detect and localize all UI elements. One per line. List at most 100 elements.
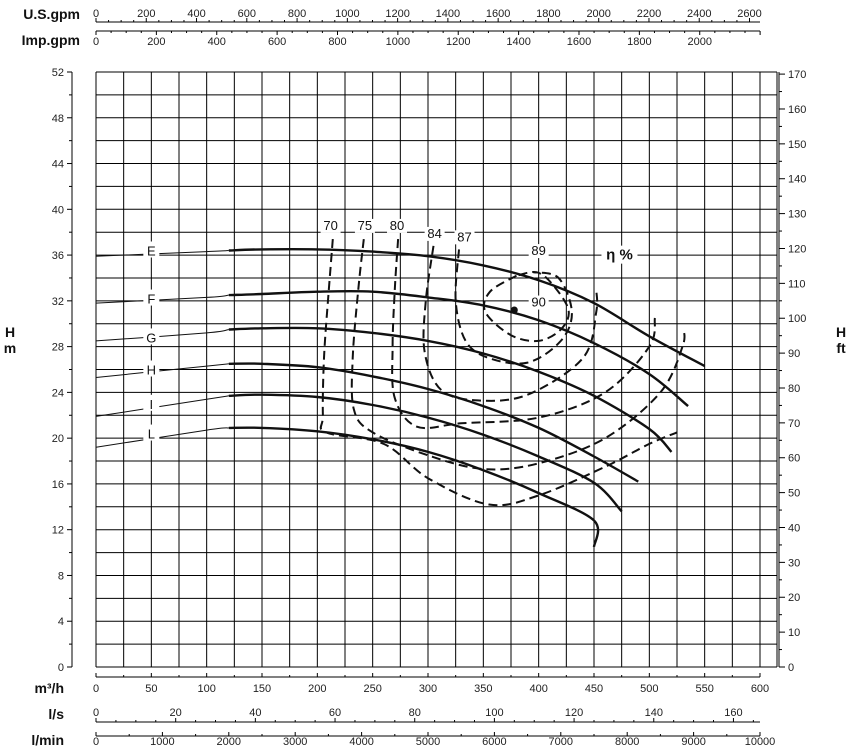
impgpm-tick-label: 1400: [506, 36, 530, 48]
left-axis-label-bottom: m: [4, 340, 16, 356]
ls-tick-label: 0: [93, 707, 99, 719]
ls-tick-label: 80: [409, 707, 421, 719]
curve-label-bg: [143, 328, 160, 345]
right-tick-label: 90: [788, 348, 800, 360]
left-tick-label: 8: [58, 570, 64, 582]
lmin-tick-label: 0: [93, 736, 99, 746]
left-tick-label: 52: [52, 67, 64, 79]
efficiency-label-87: 87: [457, 229, 471, 244]
impgpm-tick-label: 0: [93, 36, 99, 48]
lmin-tick-label: 5000: [416, 736, 440, 746]
axes: [67, 18, 785, 737]
lmin-tick-label: 2000: [217, 736, 241, 746]
lmin-tick-label: 6000: [482, 736, 506, 746]
right-tick-label: 0: [788, 662, 794, 674]
curve-G: [228, 326, 673, 453]
ls-axis-name: l/s: [48, 706, 64, 722]
right-tick-label: 80: [788, 383, 800, 395]
curve-L: [228, 426, 600, 548]
right-tick-label: 110: [788, 278, 806, 290]
right-axis-label-top: H: [836, 324, 846, 340]
right-tick-label: 100: [788, 313, 806, 325]
m3h-tick-label: 250: [363, 683, 381, 695]
usgpm-tick-label: 2400: [687, 8, 711, 20]
efficiency-label-75: 75: [358, 218, 372, 233]
m3h-tick-label: 500: [640, 683, 658, 695]
curve-label-bg: [143, 424, 160, 441]
right-tick-label: 10: [788, 627, 800, 639]
left-tick-label: 4: [58, 616, 64, 628]
eta-label-bg: [601, 245, 638, 264]
ls-tick-label: 20: [170, 707, 182, 719]
usgpm-tick-label: 1000: [335, 8, 359, 20]
curve-I-extension: [95, 395, 229, 417]
efficiency-curve-84: [422, 245, 599, 402]
efficiency-label-bg: [320, 218, 341, 233]
efficiency-label-90: 90: [531, 295, 545, 310]
right-tick-label: 140: [788, 174, 806, 186]
curve-E-extension: [95, 250, 229, 257]
right-tick-label: 40: [788, 522, 800, 534]
curve-label-bg: [143, 289, 160, 306]
m3h-tick-label: 400: [529, 683, 547, 695]
left-tick-label: 0: [58, 662, 64, 674]
usgpm-tick-label: 600: [238, 8, 256, 20]
curve-label-G: G: [146, 330, 156, 345]
m3h-tick-label: 200: [308, 683, 326, 695]
usgpm-tick-label: 800: [288, 8, 306, 20]
right-tick-label: 30: [788, 557, 800, 569]
left-tick-label: 36: [52, 250, 64, 262]
right-tick-label: 130: [788, 209, 806, 221]
tick-labels: 0481216202428323640444852Hm0102030405060…: [4, 6, 846, 746]
usgpm-tick-label: 1600: [486, 8, 510, 20]
left-tick-label: 24: [52, 387, 64, 399]
curve-G-extension: [95, 329, 229, 342]
impgpm-axis-name: Imp.gpm: [22, 32, 80, 48]
efficiency-curve-75: [350, 238, 686, 471]
m3h-tick-label: 100: [197, 683, 215, 695]
ls-tick-label: 60: [329, 707, 341, 719]
impgpm-tick-label: 2000: [687, 36, 711, 48]
usgpm-tick-label: 2200: [637, 8, 661, 20]
curve-label-bg: [143, 360, 160, 377]
impgpm-tick-label: 1800: [627, 36, 651, 48]
lmin-tick-label: 4000: [349, 736, 373, 746]
efficiency-label-bg: [454, 230, 475, 245]
impgpm-tick-label: 200: [147, 36, 165, 48]
left-tick-label: 48: [52, 113, 64, 125]
left-tick-label: 20: [52, 433, 64, 445]
usgpm-tick-label: 200: [137, 8, 155, 20]
curve-label-I: I: [150, 397, 154, 412]
m3h-tick-label: 550: [695, 683, 713, 695]
curve-label-F: F: [147, 292, 155, 307]
efficiency-label-80: 80: [390, 218, 404, 233]
m3h-axis-name: m³/h: [34, 680, 64, 696]
impgpm-tick-label: 600: [268, 36, 286, 48]
right-tick-label: 50: [788, 488, 800, 500]
lmin-tick-label: 9000: [681, 736, 705, 746]
left-tick-label: 16: [52, 479, 64, 491]
right-tick-label: 60: [788, 453, 800, 465]
m3h-tick-label: 50: [145, 683, 157, 695]
right-tick-label: 150: [788, 139, 806, 151]
usgpm-tick-label: 2600: [737, 8, 761, 20]
m3h-tick-label: 0: [93, 683, 99, 695]
curve-label-E: E: [147, 244, 156, 259]
lmin-tick-label: 8000: [615, 736, 639, 746]
usgpm-tick-label: 1800: [536, 8, 560, 20]
ls-tick-label: 140: [645, 707, 663, 719]
curve-H-extension: [95, 363, 229, 378]
lmin-tick-label: 7000: [549, 736, 573, 746]
curves: [95, 238, 706, 548]
efficiency-label-bg: [387, 218, 408, 233]
m3h-tick-label: 600: [751, 683, 769, 695]
m3h-tick-label: 450: [585, 683, 603, 695]
usgpm-tick-label: 1400: [436, 8, 460, 20]
curve-H: [228, 362, 639, 483]
ls-tick-label: 120: [565, 707, 583, 719]
lmin-tick-label: 3000: [283, 736, 307, 746]
right-axis-label-bottom: ft: [836, 340, 846, 356]
usgpm-tick-label: 400: [187, 8, 205, 20]
curve-E: [228, 247, 706, 368]
